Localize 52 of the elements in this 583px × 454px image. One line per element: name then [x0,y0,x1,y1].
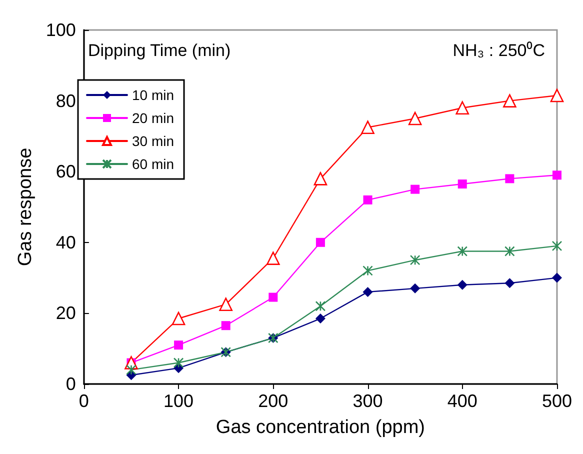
point [552,240,562,252]
point [314,172,328,186]
legend-title: Dipping Time (min) [88,41,231,60]
y-tick-label: 20 [56,303,76,324]
x-tick-label: 300 [352,391,383,411]
x-tick-label: 100 [164,391,194,411]
point [408,112,422,126]
point [456,101,470,115]
point [219,298,232,311]
point [410,254,420,266]
x-tick-label: 500 [542,391,572,411]
point [316,238,325,247]
point [315,300,326,312]
point [503,94,516,108]
point [266,252,280,265]
x-tick-label: 0 [78,391,89,411]
x-tick-label: 400 [447,391,478,411]
x-axis-title: Gas concentration (ppm) [216,417,426,438]
point [552,170,562,180]
point [361,120,374,134]
y-tick-label: 40 [56,232,76,252]
point [362,286,373,297]
point [550,88,564,102]
point [410,283,420,294]
annotation: NH₃ : 250⁰C [452,41,546,60]
legend-label: 60 min [132,156,174,172]
y-tick-label: 0 [66,374,76,394]
y-tick-label: 100 [46,20,76,40]
point [552,272,562,283]
point [174,340,184,350]
point [173,358,184,368]
point [457,280,468,290]
point [126,364,136,375]
point [504,246,515,256]
y-axis-title: Gas response [15,148,36,266]
point [362,266,373,276]
point [458,179,467,188]
point [315,314,326,324]
point [268,292,278,302]
point [457,246,468,256]
point [410,184,420,194]
x-tick-label: 200 [258,391,288,411]
y-tick-label: 60 [56,162,76,182]
legend-label: 30 min [132,133,174,149]
point [504,278,515,288]
point [363,195,372,204]
y-tick-label: 80 [56,90,76,111]
point [221,321,230,330]
point [172,312,186,326]
point [505,174,514,184]
legend-label: 10 min [132,87,174,103]
legend-label: 20 min [132,110,174,126]
